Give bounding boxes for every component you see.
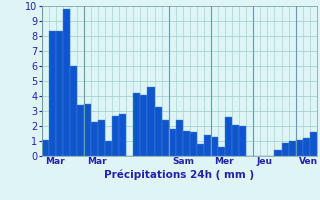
Bar bbox=[70, 66, 77, 156]
Bar bbox=[162, 120, 169, 156]
Bar bbox=[105, 141, 112, 156]
Bar bbox=[183, 130, 190, 156]
Bar bbox=[56, 31, 63, 156]
Bar bbox=[218, 147, 225, 156]
Bar bbox=[190, 132, 197, 156]
Bar bbox=[77, 105, 84, 156]
Bar bbox=[112, 116, 119, 156]
Bar bbox=[155, 106, 162, 156]
Bar bbox=[176, 120, 183, 156]
Bar bbox=[289, 141, 296, 156]
Bar bbox=[197, 144, 204, 156]
Bar bbox=[42, 140, 49, 156]
Bar bbox=[282, 142, 289, 156]
Bar bbox=[303, 138, 310, 156]
Bar bbox=[133, 93, 140, 156]
Bar bbox=[211, 137, 218, 156]
Bar bbox=[140, 95, 148, 156]
Bar bbox=[148, 87, 155, 156]
Bar bbox=[232, 124, 239, 156]
X-axis label: Précipitations 24h ( mm ): Précipitations 24h ( mm ) bbox=[104, 169, 254, 180]
Bar bbox=[296, 140, 303, 156]
Bar bbox=[63, 9, 70, 156]
Bar bbox=[119, 114, 126, 156]
Bar bbox=[225, 117, 232, 156]
Bar bbox=[239, 126, 246, 156]
Bar bbox=[84, 104, 91, 156]
Bar bbox=[49, 31, 56, 156]
Bar bbox=[275, 150, 282, 156]
Bar bbox=[204, 135, 211, 156]
Bar bbox=[310, 132, 317, 156]
Bar bbox=[98, 120, 105, 156]
Bar bbox=[169, 129, 176, 156]
Bar bbox=[91, 121, 98, 156]
